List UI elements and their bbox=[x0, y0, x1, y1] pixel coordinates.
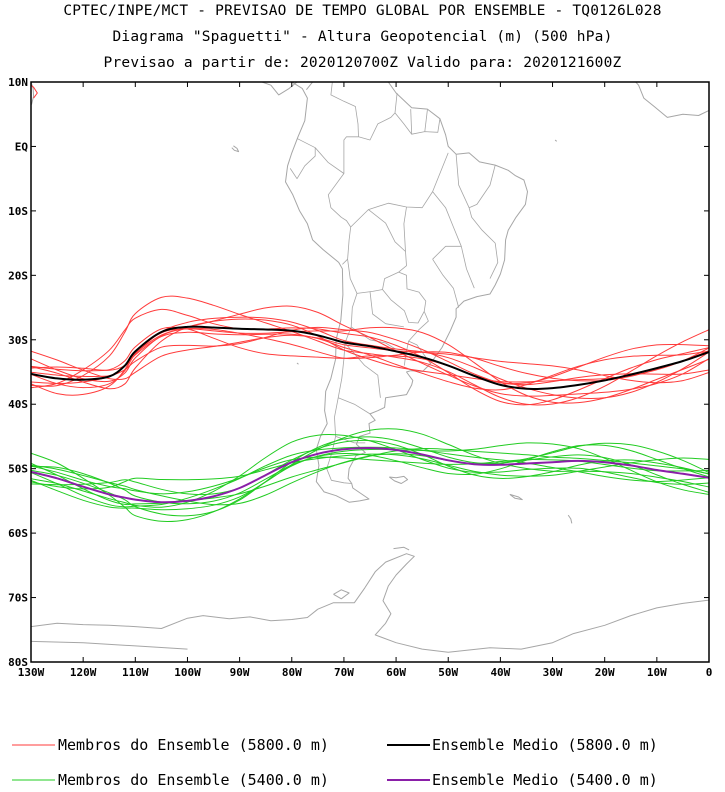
member-5400-line bbox=[31, 453, 709, 490]
lat-tick-label: EQ bbox=[15, 140, 29, 153]
border-ecuador-peru bbox=[289, 147, 316, 180]
lat-tick-label: 30S bbox=[8, 334, 28, 347]
member-5400-line bbox=[31, 448, 709, 506]
mean-5800-line bbox=[31, 325, 709, 390]
border-guyana-suriname bbox=[410, 109, 413, 135]
member-5800-line bbox=[31, 295, 709, 406]
lon-tick-label: 40W bbox=[490, 666, 510, 679]
lon-tick-label: 60W bbox=[386, 666, 406, 679]
lon-tick-label: 90W bbox=[230, 666, 250, 679]
lat-tick-label: 10N bbox=[8, 76, 28, 89]
border-venezuela-brazil-guyana bbox=[358, 92, 398, 141]
lon-tick-label: 20W bbox=[595, 666, 615, 679]
coast-south-sandwich bbox=[567, 514, 573, 524]
coast-south-america bbox=[285, 82, 528, 503]
coast-falklands bbox=[389, 475, 409, 484]
coast-antarctic-peninsula bbox=[317, 553, 709, 653]
lon-tick-label: 50W bbox=[438, 666, 458, 679]
legend-label-mean-5400: Ensemble Medio (5400.0 m) bbox=[432, 771, 658, 789]
lon-tick-label: 10W bbox=[647, 666, 667, 679]
coast-central-america bbox=[261, 82, 298, 96]
coast-caribbean-east bbox=[386, 77, 392, 79]
lon-tick-label: 120W bbox=[70, 666, 97, 679]
border-guianas bbox=[394, 112, 441, 135]
lat-tick-label: 70S bbox=[8, 592, 28, 605]
lon-tick-label: 70W bbox=[334, 666, 354, 679]
coast-juan-fernandez bbox=[296, 362, 299, 365]
coast-south-shetland bbox=[393, 546, 410, 551]
member-5800-fragment bbox=[31, 84, 38, 99]
legend-label-member-5400: Membros do Ensemble (5400.0 m) bbox=[58, 771, 329, 789]
border-colombia-ecuador-peru bbox=[297, 136, 359, 174]
member-5800-line bbox=[31, 326, 709, 385]
border-paraguay bbox=[382, 271, 427, 324]
coast-mexico-pacific bbox=[31, 82, 35, 105]
member-5400-line bbox=[31, 428, 709, 511]
border-suriname-fguiana bbox=[424, 109, 428, 132]
border-argentina-prov-1 bbox=[369, 291, 404, 328]
lat-tick-label: 80S bbox=[8, 656, 28, 669]
legend-label-mean-5800: Ensemble Medio (5800.0 m) bbox=[432, 736, 658, 754]
members-5400-group bbox=[31, 428, 709, 523]
ensemble-means-group bbox=[31, 325, 709, 504]
lat-tick-label: 50S bbox=[8, 463, 28, 476]
coast-antarctic-islands bbox=[333, 589, 350, 600]
lon-tick-label: 130W bbox=[18, 666, 45, 679]
border-brazil-states-s bbox=[432, 258, 460, 308]
lon-tick-label: 100W bbox=[174, 666, 201, 679]
member-5800-line bbox=[31, 326, 709, 386]
border-peru-brazil bbox=[327, 173, 352, 265]
border-brazil-states-mid bbox=[455, 154, 470, 208]
coast-pacific-islands bbox=[231, 145, 240, 153]
coast-cape-verde-africa bbox=[634, 82, 709, 118]
border-brazil-states-n bbox=[368, 152, 449, 210]
coast-st-peter-rocks bbox=[554, 139, 558, 142]
member-5400-line bbox=[31, 442, 709, 523]
lat-tick-label: 60S bbox=[8, 527, 28, 540]
lon-tick-label: 0 bbox=[706, 666, 713, 679]
legend: Membros do Ensemble (5800.0 m) Ensemble … bbox=[12, 736, 658, 789]
coastline-layer bbox=[31, 77, 709, 653]
member-5800-line bbox=[31, 334, 709, 384]
title-line-1: CPTEC/INPE/MCT - PREVISAO DE TEMPO GLOBA… bbox=[63, 3, 662, 19]
lat-tick-label: 40S bbox=[8, 398, 28, 411]
member-5400-line bbox=[31, 456, 709, 495]
coast-antarctica-west bbox=[31, 608, 319, 629]
members-5800-group bbox=[31, 84, 709, 406]
border-brazil-states-c bbox=[432, 191, 475, 289]
lon-tick-label: 30W bbox=[543, 666, 563, 679]
border-colombia-venezuela bbox=[330, 82, 359, 137]
plot-frame bbox=[30, 81, 710, 663]
border-brazil-states-e bbox=[489, 243, 499, 279]
mean-5400-line bbox=[31, 446, 709, 504]
axis-ticks: 130W 120W 110W 100W 90W 80W 70W 60W 50W 40W 30W 20W… bbox=[8, 76, 712, 679]
border-bolivia bbox=[347, 209, 407, 294]
border-brazil-states-w bbox=[403, 206, 407, 252]
member-5400-line bbox=[31, 444, 709, 505]
member-5800-line bbox=[31, 316, 709, 400]
lat-tick-label: 10S bbox=[8, 205, 28, 218]
legend-label-member-5800: Membros do Ensemble (5800.0 m) bbox=[58, 736, 329, 754]
lat-tick-label: 20S bbox=[8, 269, 28, 282]
border-brazil-states-go bbox=[432, 245, 462, 260]
title-line-3: Previsao a partir de: 2020120700Z Valido… bbox=[103, 55, 622, 71]
lon-tick-label: 110W bbox=[122, 666, 149, 679]
title-line-2: Diagrama "Spaguetti" - Altura Geopotenci… bbox=[112, 29, 613, 45]
member-5800-line bbox=[31, 318, 709, 390]
border-argentina-prov-4 bbox=[338, 397, 371, 415]
coast-antarctica-ross bbox=[31, 640, 188, 650]
coast-south-georgia bbox=[509, 493, 523, 501]
lon-tick-label: 80W bbox=[282, 666, 302, 679]
border-brazil-states-ne bbox=[468, 164, 496, 244]
border-chile-argentina bbox=[326, 293, 358, 484]
